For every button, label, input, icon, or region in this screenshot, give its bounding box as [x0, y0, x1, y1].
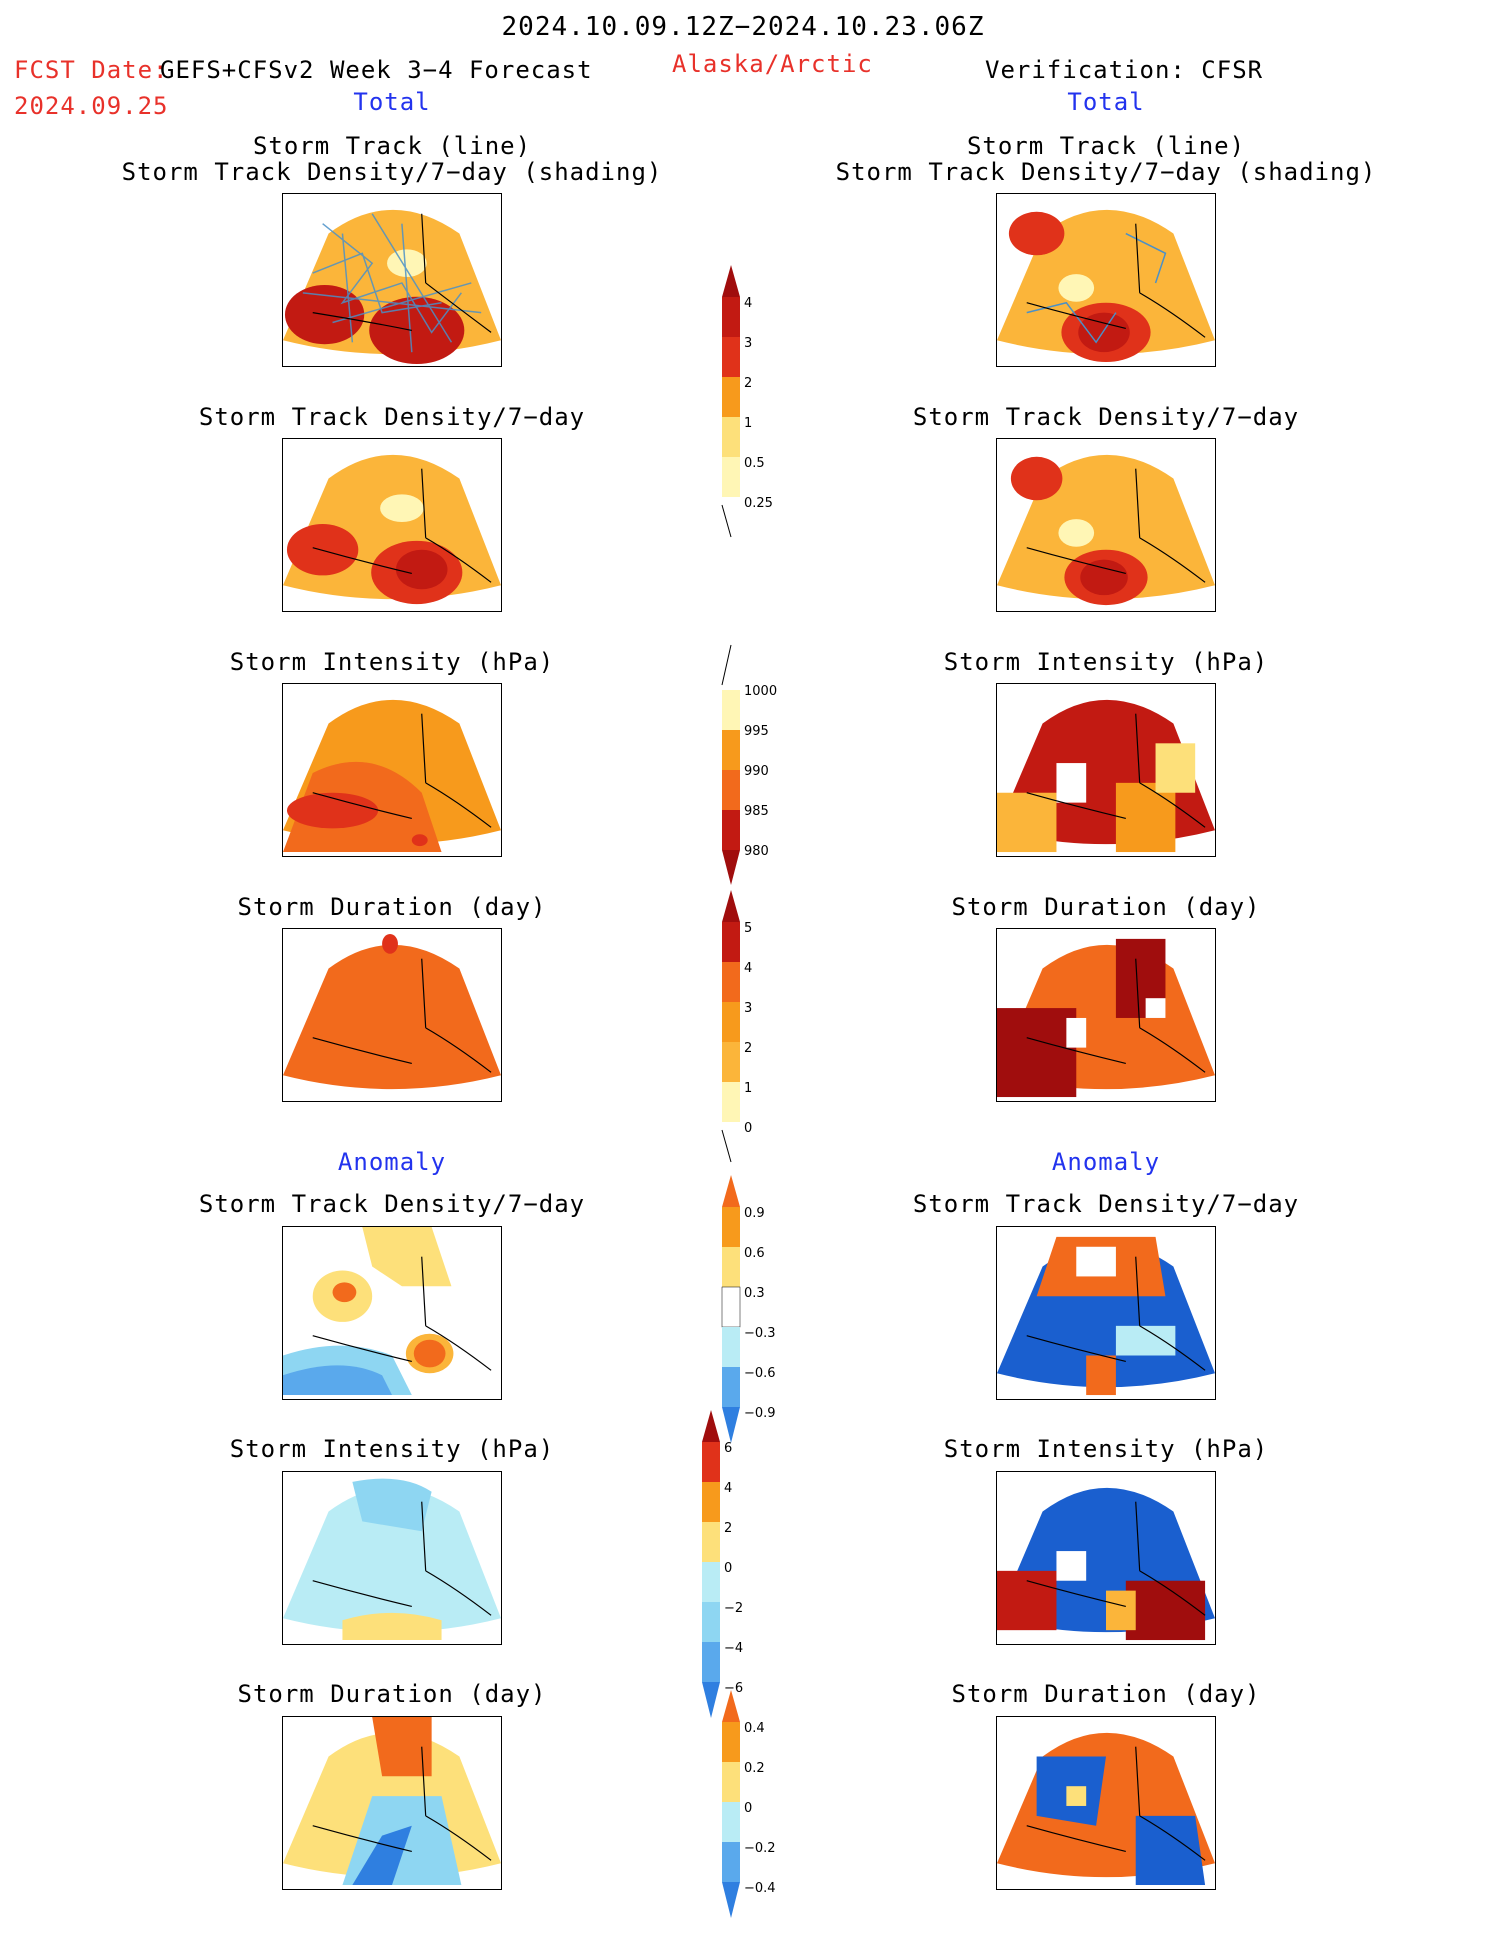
map-verification-track-density	[996, 438, 1216, 612]
cb-duration-anomaly-label: 0	[744, 1801, 752, 1816]
fcst-date-value: 2024.09.25	[14, 92, 169, 120]
map-forecast-anom-intensity	[282, 1471, 502, 1645]
colorbar-duration-anomaly: 0.4 0.2 0 −0.2 −0.4	[722, 1690, 782, 1934]
cb-duration-total-label: 5	[744, 921, 752, 936]
map-verification-anom-track-density	[996, 1226, 1216, 1400]
left-anom-track-density-title: Storm Track Density/7−day	[198, 1190, 586, 1218]
right-track-line-title: Storm Track (line)	[966, 132, 1246, 160]
cb-density-total-label: 4	[744, 296, 752, 311]
right-intensity-title: Storm Intensity (hPa)	[943, 648, 1269, 676]
colorbar-density-total: 4 3 2 1 0.5 0.25	[721, 265, 782, 549]
colorbar-duration-total: 5 4 3 2 1 0	[721, 890, 782, 1174]
anomaly-label-left: Anomaly	[337, 1148, 447, 1176]
left-track-density-shading-title: Storm Track Density/7−day (shading)	[121, 158, 663, 186]
map-verification-track-density-lines	[996, 193, 1216, 367]
region-label: Alaska/Arctic	[672, 50, 873, 78]
cb-duration-total-label: 3	[744, 1001, 752, 1016]
map-forecast-track-density-lines	[282, 193, 502, 367]
left-track-line-title: Storm Track (line)	[252, 132, 532, 160]
total-label-right: Total	[1067, 88, 1145, 116]
map-forecast-track-density	[282, 438, 502, 612]
colorbar-intensity-anomaly: 6 4 2 0 −2 −4 −6	[702, 1410, 762, 1734]
right-anom-intensity-title: Storm Intensity (hPa)	[943, 1435, 1269, 1463]
cb-intensity-total-label: 980	[744, 844, 769, 859]
cb-intensity-total-label: 995	[744, 724, 769, 739]
cb-duration-anomaly-label: 0.4	[744, 1721, 765, 1736]
cb-density-anomaly-label: −0.6	[744, 1366, 776, 1381]
cb-duration-anomaly-label: −0.4	[744, 1881, 776, 1896]
colorbar-density-anomaly: 0.9 0.6 0.3 −0.3 −0.6 −0.9	[721, 1175, 782, 1459]
fcst-model-label: GEFS+CFSv2 Week 3−4 Forecast	[160, 56, 593, 84]
map-forecast-anom-duration	[282, 1716, 502, 1890]
cb-density-total-label: 0.5	[744, 456, 765, 471]
cb-intensity-total-label: 990	[744, 764, 769, 779]
right-duration-title: Storm Duration (day)	[951, 893, 1261, 921]
right-track-density-shading-title: Storm Track Density/7−day (shading)	[835, 158, 1377, 186]
cb-density-anomaly-label: 0.9	[744, 1206, 765, 1221]
cb-density-anomaly-label: 0.3	[744, 1286, 765, 1301]
cb-density-anomaly-label: −0.3	[744, 1326, 776, 1341]
map-forecast-anom-track-density	[282, 1226, 502, 1400]
date-range-title: 2024.10.09.12Z−2024.10.23.06Z	[501, 12, 985, 42]
cb-intensity-anomaly-label: −2	[724, 1601, 743, 1616]
cb-intensity-anomaly-label: 0	[724, 1561, 732, 1576]
fcst-date-label: FCST Date:	[14, 56, 169, 84]
cb-density-total-label: 0.25	[744, 496, 773, 511]
cb-duration-total-label: 1	[744, 1081, 752, 1096]
left-anom-intensity-title: Storm Intensity (hPa)	[229, 1435, 555, 1463]
cb-density-anomaly-label: −0.9	[744, 1406, 776, 1421]
map-forecast-intensity	[282, 683, 502, 857]
cb-density-total-label: 2	[744, 376, 752, 391]
cb-intensity-anomaly-label: 4	[724, 1481, 732, 1496]
map-forecast-duration	[282, 928, 502, 1102]
map-verification-duration	[996, 928, 1216, 1102]
cb-duration-total-label: 0	[744, 1121, 752, 1136]
right-anom-duration-title: Storm Duration (day)	[951, 1680, 1261, 1708]
cb-duration-anomaly-label: 0.2	[744, 1761, 765, 1776]
cb-duration-total-label: 4	[744, 961, 752, 976]
cb-density-anomaly-label: 0.6	[744, 1246, 765, 1261]
verification-label: Verification: CFSR	[985, 56, 1264, 84]
left-duration-title: Storm Duration (day)	[237, 893, 547, 921]
right-anom-track-density-title: Storm Track Density/7−day	[912, 1190, 1300, 1218]
cb-intensity-anomaly-label: −4	[724, 1641, 743, 1656]
map-verification-intensity	[996, 683, 1216, 857]
anomaly-label-right: Anomaly	[1051, 1148, 1161, 1176]
map-verification-anom-intensity	[996, 1471, 1216, 1645]
cb-intensity-total-label: 985	[744, 804, 769, 819]
colorbar-intensity-total: 1000 995 990 985 980	[721, 644, 782, 889]
cb-intensity-anomaly-label: 6	[724, 1441, 732, 1456]
cb-density-total-label: 3	[744, 336, 752, 351]
cb-density-total-label: 1	[744, 416, 752, 431]
left-anom-duration-title: Storm Duration (day)	[237, 1680, 547, 1708]
right-track-density-title: Storm Track Density/7−day	[912, 403, 1300, 431]
cb-intensity-anomaly-label: −6	[724, 1681, 743, 1696]
total-label-left: Total	[353, 88, 431, 116]
left-track-density-title: Storm Track Density/7−day	[198, 403, 586, 431]
cb-duration-anomaly-label: −0.2	[744, 1841, 776, 1856]
cb-duration-total-label: 2	[744, 1041, 752, 1056]
cb-intensity-anomaly-label: 2	[724, 1521, 732, 1536]
map-verification-anom-duration	[996, 1716, 1216, 1890]
cb-intensity-total-label: 1000	[744, 684, 777, 699]
left-intensity-title: Storm Intensity (hPa)	[229, 648, 555, 676]
